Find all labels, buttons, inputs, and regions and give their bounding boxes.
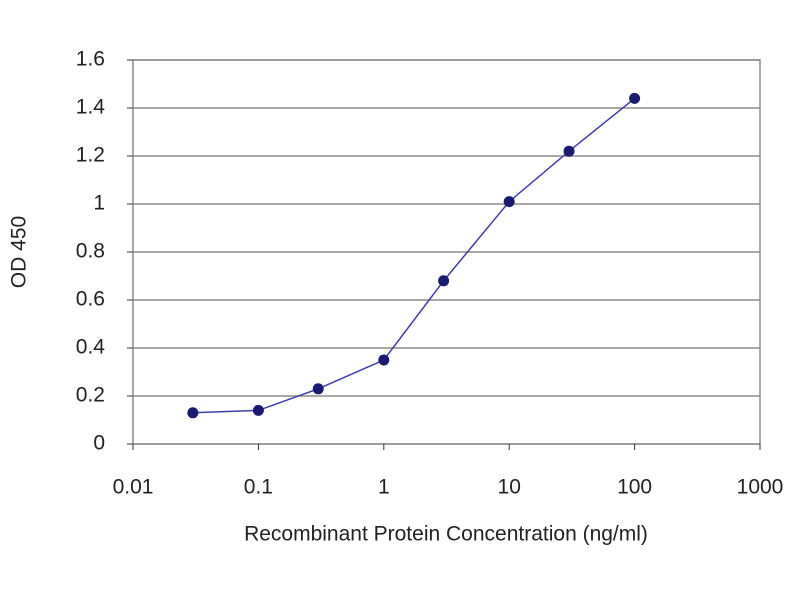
y-tick-label: 0.4: [76, 336, 106, 359]
x-tick-label: 0.01: [113, 476, 154, 499]
data-line: [192, 97, 636, 414]
x-tick-label: 1: [378, 476, 390, 499]
y-tick-label: 1.2: [76, 144, 105, 167]
y-tick-label: 1.6: [76, 48, 105, 71]
x-tick-label: 10: [498, 476, 521, 499]
data-point: [187, 407, 199, 419]
y-tick-label: 0.6: [76, 288, 105, 311]
y-tick-label: 0.8: [76, 240, 105, 263]
y-tick-label: 1.4: [76, 96, 106, 119]
data-point: [503, 196, 515, 208]
data-point: [252, 404, 264, 416]
data-point: [312, 383, 324, 395]
data-point: [438, 275, 450, 287]
y-tick-label: 0.2: [76, 384, 105, 407]
x-axis-label: Recombinant Protein Concentration (ng/ml…: [244, 523, 648, 546]
x-tick-label: 0.1: [244, 476, 273, 499]
y-tick-label: 1: [93, 192, 105, 215]
data-point: [563, 145, 575, 157]
data-point: [378, 354, 390, 366]
data-point: [629, 92, 641, 104]
x-tick-label: 100: [617, 476, 652, 499]
y-tick-label: 0: [93, 432, 105, 455]
y-axis-label: OD 450: [8, 216, 31, 288]
x-tick-label: 1000: [737, 476, 784, 499]
